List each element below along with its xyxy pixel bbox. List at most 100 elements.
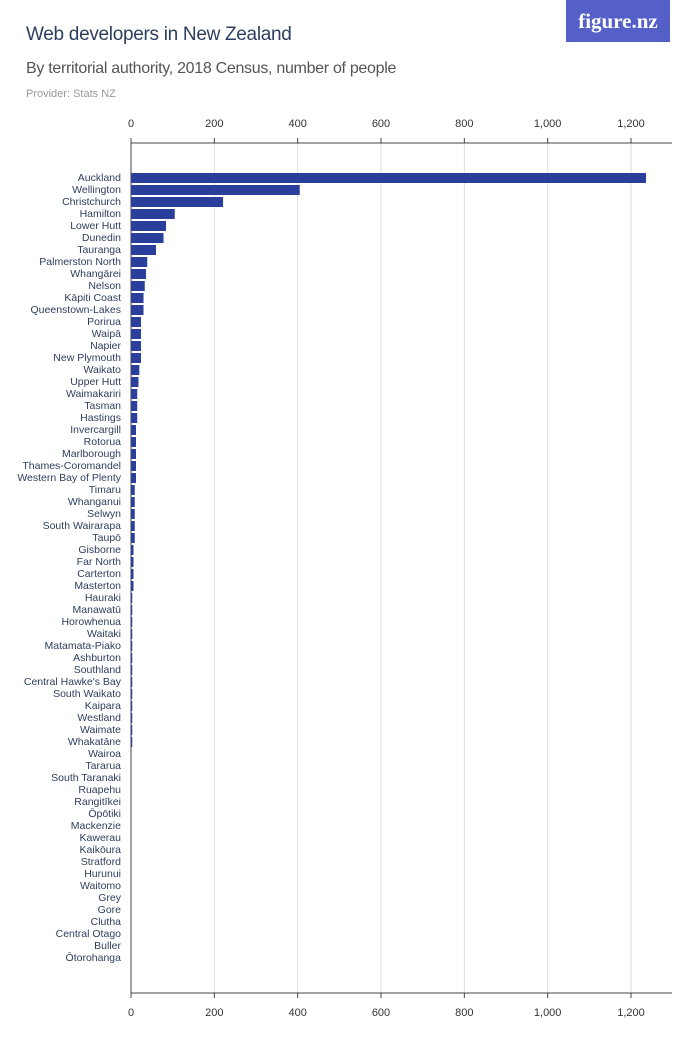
- category-label: Hamilton: [80, 208, 122, 220]
- bar: [131, 509, 135, 519]
- bar: [131, 221, 166, 231]
- bar: [131, 533, 135, 543]
- category-label: New Plymouth: [53, 352, 121, 364]
- category-label: Kaikōura: [80, 844, 122, 856]
- bar: [131, 257, 148, 267]
- bar: [131, 713, 133, 723]
- x-tick-label-bottom: 1,200: [617, 1007, 645, 1019]
- category-label: Christchurch: [62, 196, 121, 208]
- bar: [131, 389, 138, 399]
- category-label: Lower Hutt: [70, 220, 121, 232]
- bar: [131, 497, 135, 507]
- category-label: Wairoa: [88, 748, 121, 760]
- x-tick-label-top: 1,000: [534, 118, 562, 130]
- category-label: Ōtorohanga: [66, 952, 122, 964]
- bar: [131, 629, 133, 639]
- bar: [131, 605, 133, 615]
- bar: [131, 365, 140, 375]
- bar: [131, 581, 134, 591]
- category-label: Western Bay of Plenty: [17, 472, 121, 484]
- category-label: Ashburton: [73, 652, 121, 664]
- category-label: Napier: [90, 340, 121, 352]
- bar: [131, 449, 136, 459]
- category-label: Ruapehu: [78, 784, 121, 796]
- category-label: Palmerston North: [39, 256, 121, 268]
- bar: [131, 653, 133, 663]
- category-label: Wellington: [72, 184, 121, 196]
- bar: [131, 569, 134, 579]
- bar: [131, 377, 139, 387]
- category-label: Central Hawke's Bay: [24, 676, 122, 688]
- category-label: Waimakariri: [66, 388, 121, 400]
- bar: [131, 269, 146, 279]
- bar: [131, 461, 136, 471]
- category-label: Waipā: [92, 328, 122, 340]
- category-label: Tauranga: [77, 244, 121, 256]
- bar: [131, 725, 133, 735]
- category-label: Rangitīkei: [74, 796, 121, 808]
- x-tick-label-bottom: 600: [372, 1007, 390, 1019]
- chart-title: Web developers in New Zealand: [26, 24, 292, 45]
- category-label: Gore: [98, 904, 122, 916]
- category-label: South Waikato: [53, 688, 121, 700]
- bar: [131, 209, 175, 219]
- bar: [131, 641, 133, 651]
- bar: [131, 245, 156, 255]
- bar: [131, 185, 300, 195]
- category-label: Westland: [77, 712, 121, 724]
- category-label: Hurunui: [84, 868, 121, 880]
- category-label: Waitaki: [87, 628, 121, 640]
- category-label: Central Otago: [56, 928, 122, 940]
- bar: [131, 293, 144, 303]
- bar: [131, 593, 133, 603]
- category-label: Queenstown-Lakes: [31, 304, 121, 316]
- category-label: Clutha: [91, 916, 122, 928]
- bar: [131, 545, 134, 555]
- bar: [131, 677, 133, 687]
- x-tick-label-top: 0: [128, 118, 134, 130]
- category-label: Whanganui: [68, 496, 121, 508]
- category-label: Hauraki: [85, 592, 121, 604]
- category-label: Whangārei: [70, 268, 121, 280]
- bar: [131, 557, 134, 567]
- category-label: Kawerau: [80, 832, 122, 844]
- x-tick-label-top: 600: [372, 118, 390, 130]
- bar: [131, 473, 136, 483]
- category-label: Waimate: [80, 724, 121, 736]
- category-label: Hastings: [80, 412, 121, 424]
- category-label: Upper Hutt: [70, 376, 121, 388]
- category-label: Grey: [98, 892, 122, 904]
- category-label: Southland: [74, 664, 121, 676]
- x-tick-label-top: 1,200: [617, 118, 645, 130]
- category-label: Horowhenua: [61, 616, 121, 628]
- category-label: Taupō: [92, 532, 121, 544]
- bar: [131, 341, 141, 351]
- figure-nz-logo[interactable]: figure.nz: [566, 0, 670, 42]
- bar: [131, 701, 133, 711]
- category-label: Masterton: [74, 580, 121, 592]
- category-label: Ōpōtiki: [88, 808, 121, 820]
- bar: [131, 173, 646, 183]
- category-label: Tasman: [84, 400, 121, 412]
- bar: [131, 329, 141, 339]
- category-label: Tararua: [85, 760, 121, 772]
- provider-label: Provider: Stats NZ: [26, 88, 116, 100]
- category-label: Mackenzie: [71, 820, 121, 832]
- x-tick-label-top: 400: [288, 118, 306, 130]
- x-tick-label-bottom: 800: [455, 1007, 473, 1019]
- category-label: Waikato: [83, 364, 121, 376]
- category-label: Thames-Coromandel: [22, 460, 121, 472]
- category-label: Whakatāne: [68, 736, 121, 748]
- bar: [131, 353, 141, 363]
- bar: [131, 281, 145, 291]
- category-label: South Wairarapa: [43, 520, 122, 532]
- bar: [131, 233, 164, 243]
- category-label: Gisborne: [78, 544, 121, 556]
- x-tick-label-bottom: 0: [128, 1007, 134, 1019]
- category-label: South Taranaki: [51, 772, 121, 784]
- bar: [131, 317, 141, 327]
- category-label: Rotorua: [84, 436, 122, 448]
- category-label: Dunedin: [82, 232, 121, 244]
